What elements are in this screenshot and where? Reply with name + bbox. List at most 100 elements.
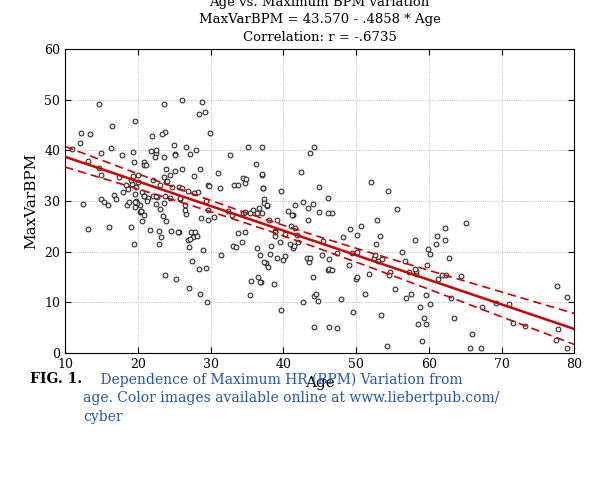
Point — [95, 165, 104, 172]
Point — [104, 223, 114, 231]
Point — [223, 207, 233, 215]
Point — [304, 258, 314, 266]
Point — [323, 266, 333, 273]
Point — [151, 146, 160, 153]
Point — [324, 255, 334, 263]
Point — [314, 208, 324, 216]
Point — [188, 258, 197, 266]
Point — [425, 250, 435, 258]
Point — [134, 178, 143, 186]
Point — [128, 148, 138, 156]
Text: FIG. 1.: FIG. 1. — [30, 372, 82, 387]
Point — [154, 240, 163, 248]
Point — [327, 266, 336, 273]
Point — [117, 151, 127, 159]
Point — [294, 239, 303, 246]
Point — [137, 207, 146, 215]
Point — [136, 207, 146, 215]
Point — [143, 194, 153, 202]
Point — [128, 172, 137, 180]
Point — [135, 208, 144, 216]
Point — [552, 282, 561, 290]
Point — [446, 294, 455, 302]
Point — [160, 192, 170, 200]
Point — [161, 217, 170, 224]
Point — [204, 206, 213, 214]
Point — [266, 243, 276, 250]
Point — [432, 232, 442, 240]
Point — [131, 198, 140, 206]
Point — [191, 228, 200, 236]
Point — [191, 146, 200, 154]
Point — [137, 218, 147, 225]
Point — [288, 244, 298, 251]
Point — [290, 201, 300, 209]
Point — [118, 188, 128, 196]
Point — [195, 290, 205, 297]
Point — [192, 232, 202, 240]
Point — [411, 267, 420, 274]
Point — [376, 232, 385, 240]
Point — [289, 242, 299, 250]
Point — [255, 204, 264, 212]
Point — [369, 254, 379, 262]
Point — [182, 143, 191, 151]
Point — [238, 209, 247, 217]
Point — [265, 216, 274, 224]
Point — [168, 183, 177, 191]
Point — [257, 171, 266, 178]
Point — [270, 232, 279, 240]
Point — [351, 275, 361, 283]
Point — [127, 180, 137, 188]
Point — [241, 175, 250, 183]
Point — [262, 201, 272, 209]
Point — [225, 151, 234, 159]
Point — [327, 209, 337, 217]
Point — [197, 214, 206, 222]
Point — [99, 198, 109, 206]
Point — [233, 229, 243, 237]
Point — [337, 295, 346, 303]
Point — [318, 237, 328, 245]
Point — [421, 320, 430, 328]
Point — [257, 144, 266, 151]
Point — [562, 344, 572, 352]
Point — [78, 200, 88, 208]
Point — [467, 330, 477, 338]
Point — [551, 336, 561, 344]
Point — [377, 255, 387, 263]
Point — [370, 251, 379, 259]
Point — [286, 221, 295, 229]
Point — [258, 172, 267, 179]
Point — [130, 240, 139, 248]
Point — [276, 306, 286, 314]
Point — [332, 249, 342, 257]
Point — [298, 198, 308, 206]
Point — [154, 227, 163, 235]
Point — [160, 128, 170, 136]
Point — [124, 198, 134, 206]
Point — [205, 182, 214, 190]
Point — [151, 149, 160, 157]
Point — [229, 181, 239, 189]
Point — [310, 323, 319, 331]
Point — [156, 233, 166, 241]
Point — [133, 198, 142, 206]
Point — [361, 291, 370, 298]
Point — [177, 165, 186, 172]
Point — [157, 130, 166, 138]
Point — [456, 272, 465, 280]
Point — [256, 278, 265, 286]
Point — [195, 165, 205, 172]
Point — [305, 149, 315, 157]
Point — [233, 181, 242, 189]
Point — [419, 314, 429, 322]
Point — [240, 228, 250, 236]
Point — [186, 228, 195, 236]
Point — [141, 161, 150, 169]
Point — [423, 261, 432, 269]
Point — [151, 192, 160, 200]
Point — [178, 184, 187, 192]
Point — [259, 198, 269, 206]
Point — [228, 242, 237, 249]
